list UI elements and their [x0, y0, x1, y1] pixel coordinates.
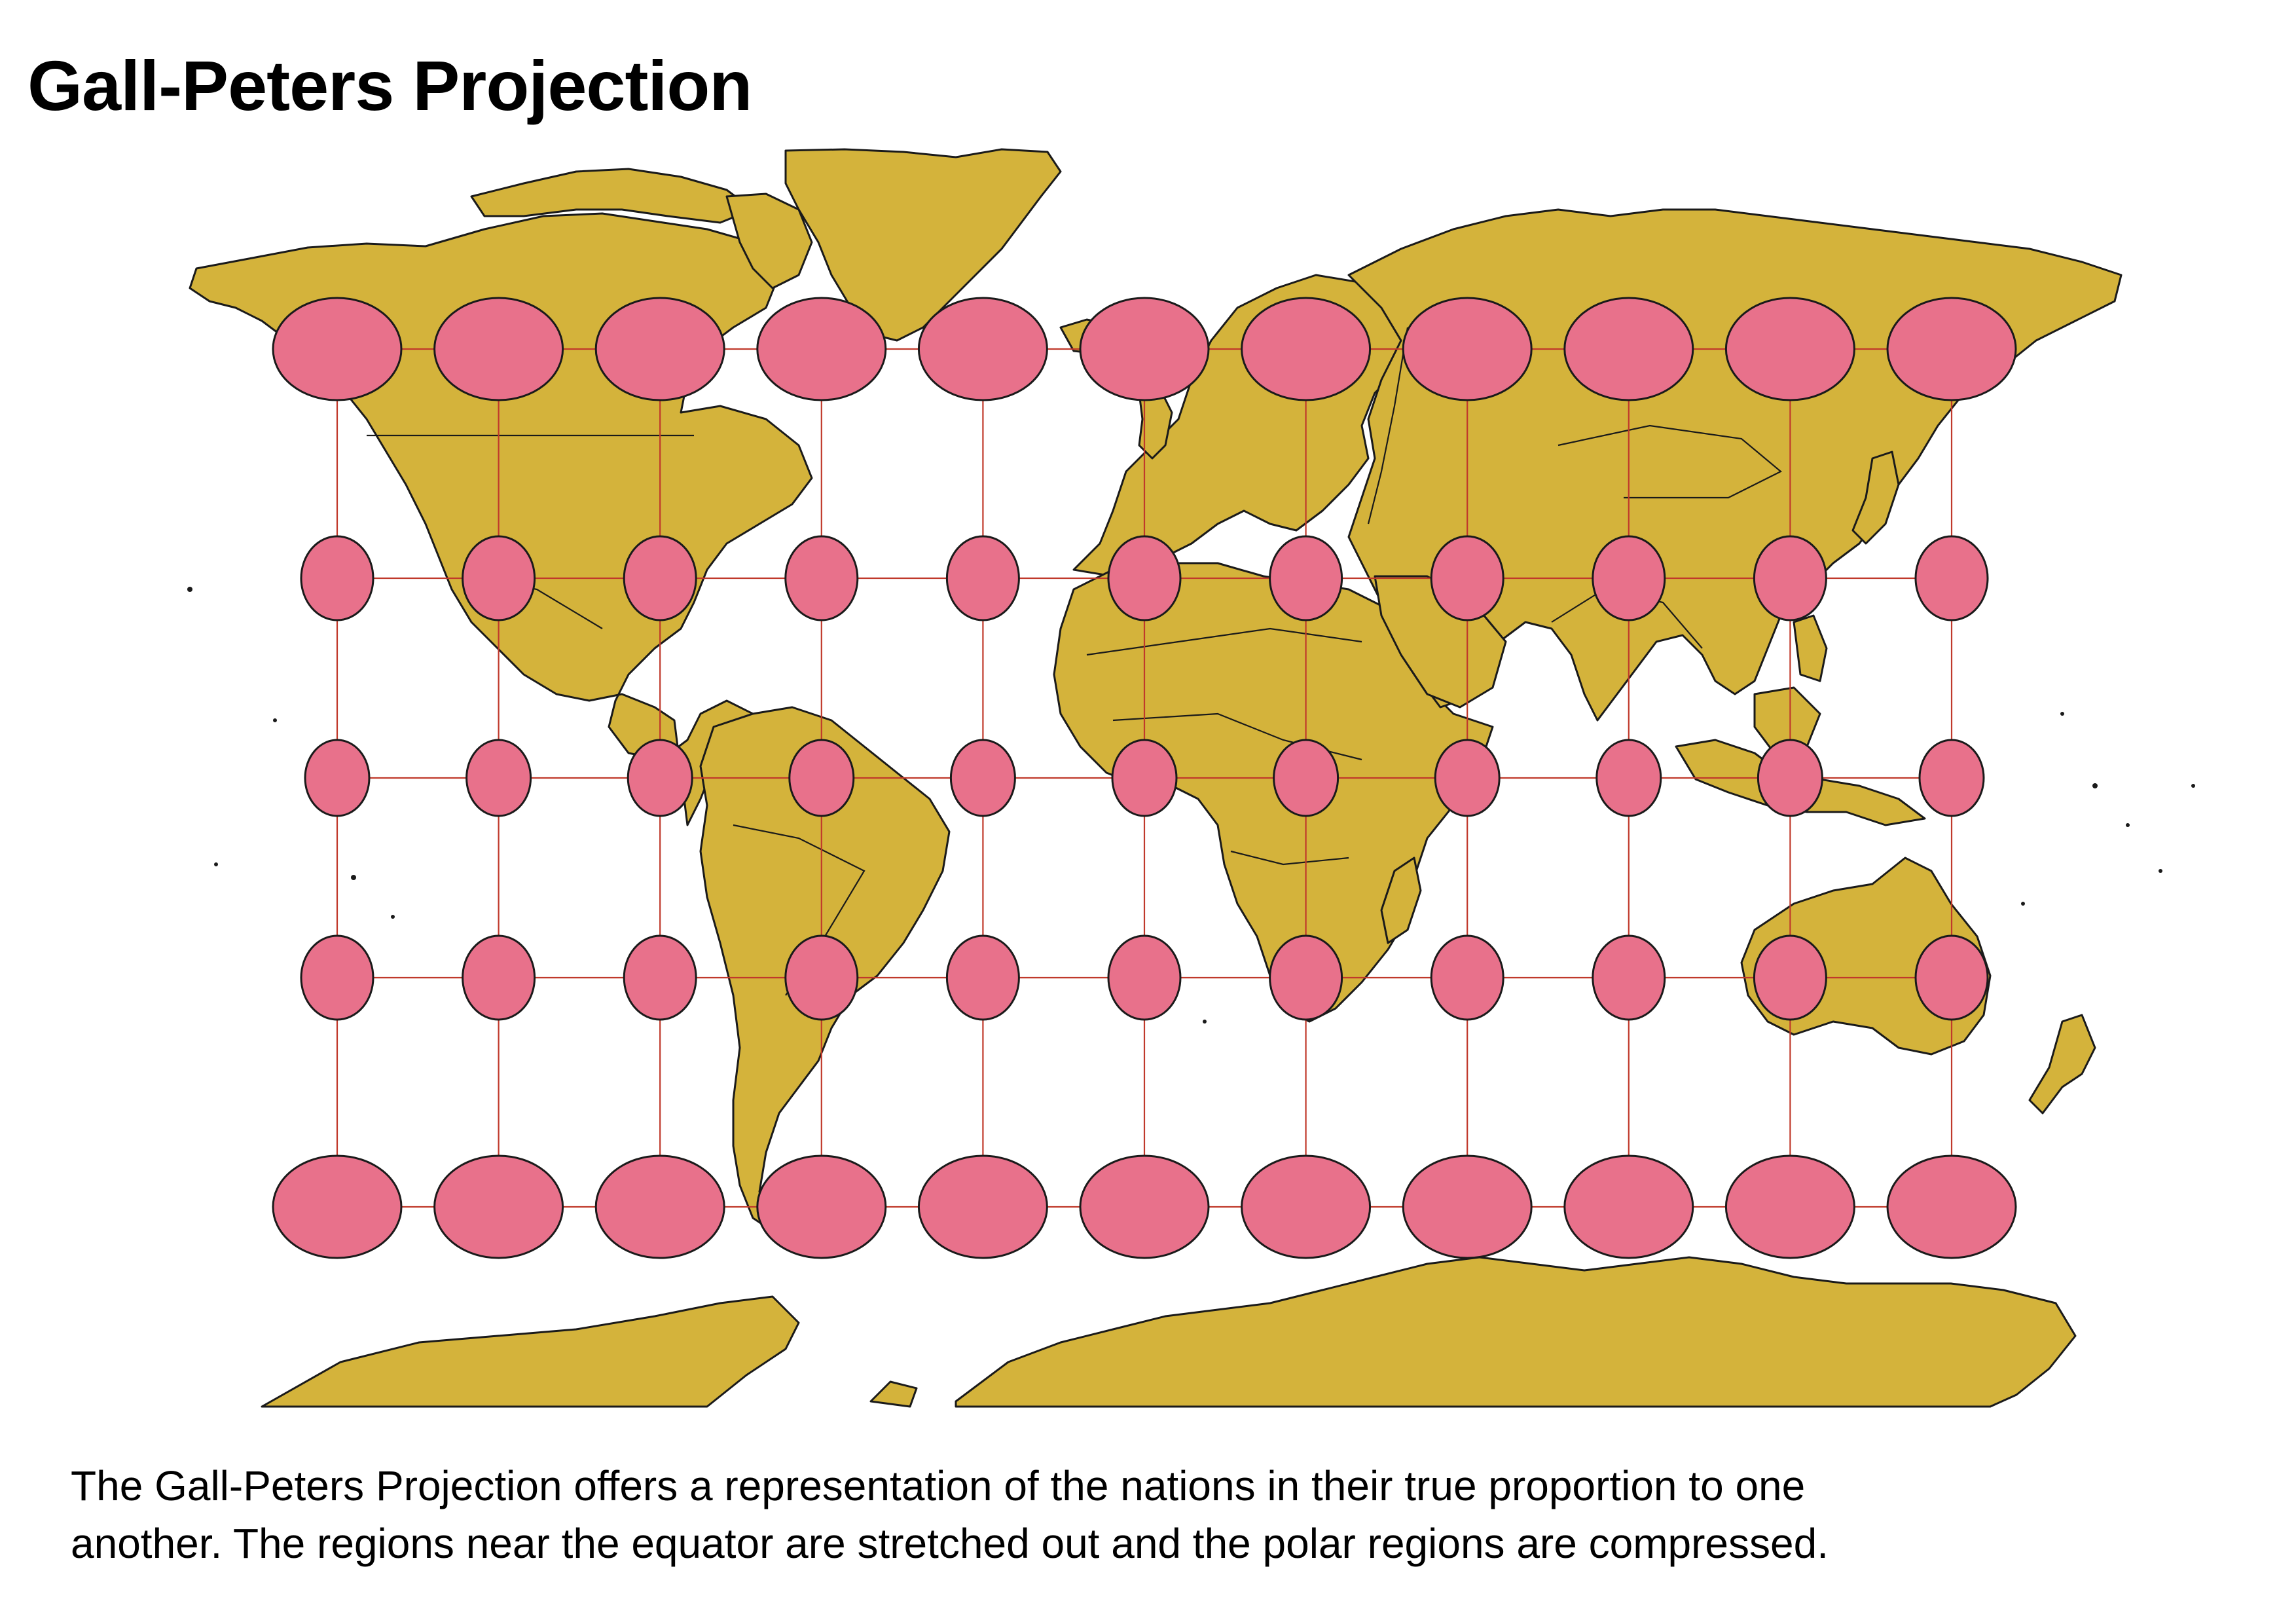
tissot-indicatrix — [623, 535, 697, 621]
tissot-indicatrix — [1079, 297, 1210, 401]
tissot-indicatrix — [272, 297, 403, 401]
tissot-indicatrix — [627, 739, 693, 817]
tissot-indicatrix — [1595, 739, 1662, 817]
tissot-indicatrix — [623, 934, 697, 1021]
baffin-island — [725, 193, 813, 289]
tissot-indicatrix — [1886, 297, 2017, 401]
tissot-indicatrices — [272, 297, 2017, 1259]
tissot-indicatrix — [949, 739, 1016, 817]
tissot-indicatrix — [756, 297, 887, 401]
caption-line-1: The Gall-Peters Projection offers a repr… — [71, 1462, 1806, 1509]
tissot-indicatrix — [1592, 535, 1666, 621]
tissot-indicatrix — [1402, 1154, 1533, 1259]
tissot-indicatrix — [784, 535, 859, 621]
tissot-indicatrix — [1753, 934, 1827, 1021]
tissot-indicatrix — [788, 739, 855, 817]
madagascar — [1380, 857, 1422, 944]
japan — [1851, 451, 1900, 545]
tissot-indicatrix — [594, 297, 725, 401]
tissot-indicatrix — [433, 297, 564, 401]
tissot-indicatrix — [1914, 934, 1989, 1021]
tissot-indicatrix — [1753, 535, 1827, 621]
tissot-indicatrix — [433, 1154, 564, 1259]
border-africa-south — [1230, 850, 1349, 866]
tissot-indicatrix — [1592, 934, 1666, 1021]
tissot-indicatrix — [1402, 297, 1533, 401]
tissot-indicatrix — [1273, 739, 1339, 817]
tissot-indicatrix — [462, 535, 536, 621]
tissot-indicatrix — [1430, 934, 1504, 1021]
border-europe-asia — [1367, 327, 1409, 525]
tissot-indicatrix — [756, 1154, 887, 1259]
tissot-indicatrix — [1914, 535, 1989, 621]
tissot-indicatrix — [1269, 535, 1343, 621]
tissot-indicatrix — [1757, 739, 1823, 817]
tissot-indicatrix — [1886, 1154, 2017, 1259]
tissot-indicatrix — [300, 535, 374, 621]
tissot-indicatrix — [272, 1154, 403, 1259]
tissot-indicatrix — [1079, 1154, 1210, 1259]
tissot-indicatrix — [1241, 297, 1372, 401]
new-zealand — [2028, 1014, 2096, 1115]
tissot-indicatrix — [1107, 934, 1182, 1021]
antarctic-islet — [869, 1380, 918, 1408]
philippines — [1793, 614, 1828, 682]
border-africa-north — [1086, 627, 1362, 656]
tissot-indicatrix — [1918, 739, 1985, 817]
tissot-indicatrix — [1430, 535, 1504, 621]
border-mongolia — [1558, 424, 1782, 499]
tissot-indicatrix — [1434, 739, 1501, 817]
page-title: Gall-Peters Projection — [27, 46, 752, 125]
tissot-indicatrix — [462, 934, 536, 1021]
tissot-indicatrix — [917, 297, 1048, 401]
tissot-indicatrix — [784, 934, 859, 1021]
antarctic-peninsula — [261, 1295, 800, 1408]
tissot-indicatrix — [1107, 535, 1182, 621]
tissot-indicatrix — [1724, 1154, 1855, 1259]
tissot-indicatrix — [1269, 934, 1343, 1021]
tissot-indicatrix — [1563, 297, 1694, 401]
tissot-indicatrix — [917, 1154, 1048, 1259]
tissot-indicatrix — [1241, 1154, 1372, 1259]
tissot-indicatrix — [300, 934, 374, 1021]
antarctica — [955, 1256, 2077, 1408]
greenland — [784, 148, 1062, 342]
tissot-indicatrix — [1563, 1154, 1694, 1259]
tissot-indicatrix — [945, 934, 1020, 1021]
caption-line-2: another. The regions near the equator ar… — [71, 1520, 1829, 1567]
tissot-indicatrix — [465, 739, 532, 817]
caption: The Gall-Peters Projection offers a repr… — [71, 1457, 2166, 1572]
tissot-indicatrix — [594, 1154, 725, 1259]
tissot-indicatrix — [945, 535, 1020, 621]
tissot-indicatrix — [304, 739, 371, 817]
tissot-indicatrix — [1111, 739, 1178, 817]
small-islands — [187, 587, 2195, 1024]
tissot-indicatrix — [1724, 297, 1855, 401]
